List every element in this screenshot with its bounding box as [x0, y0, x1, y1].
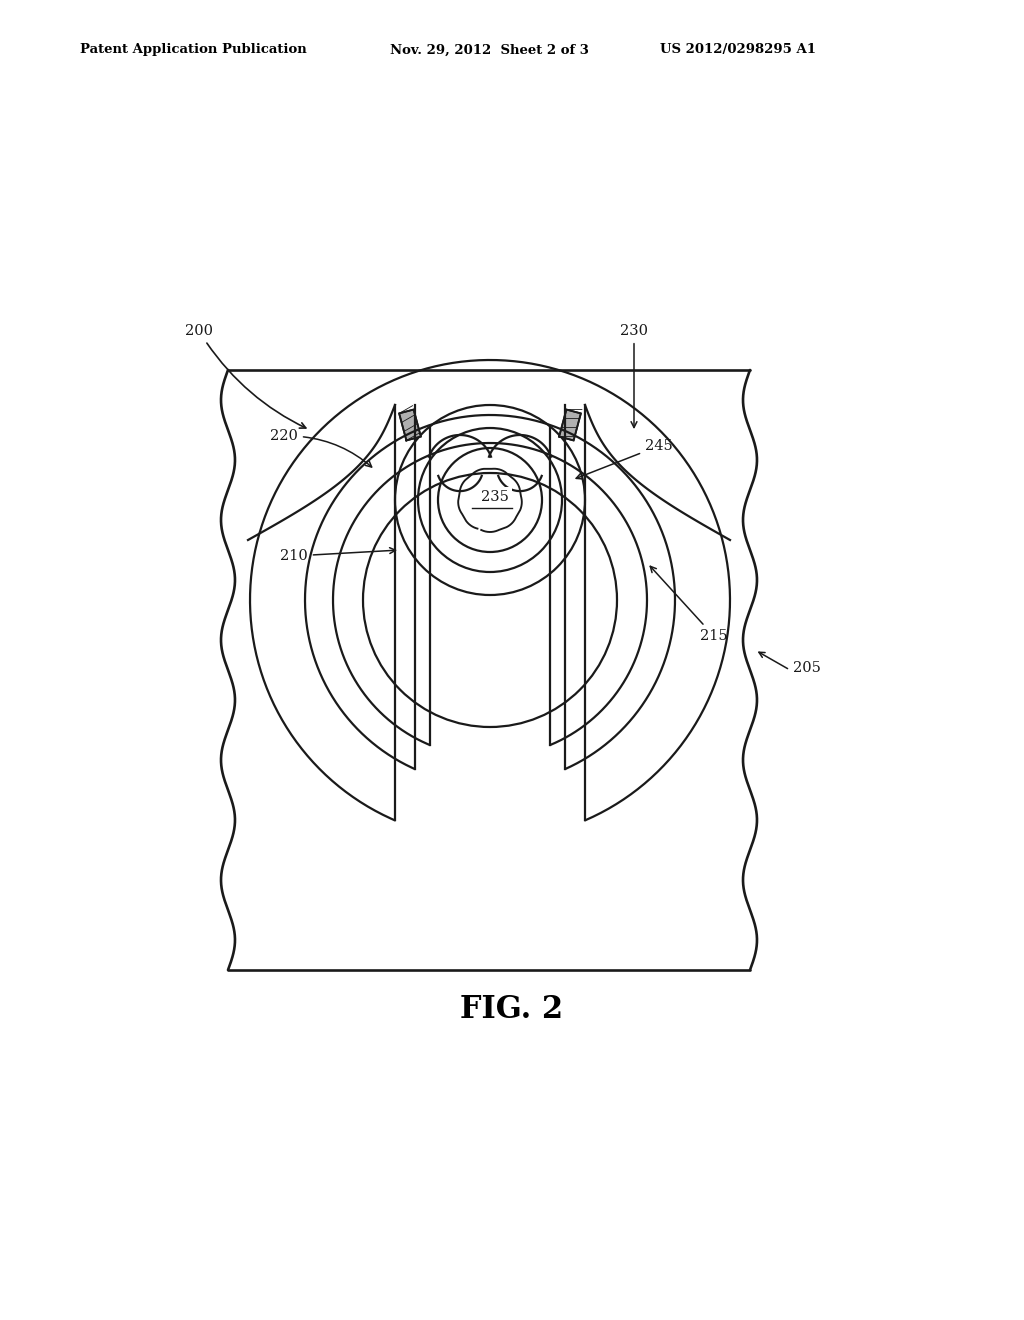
Text: FIG. 2: FIG. 2: [461, 994, 563, 1026]
Text: 245: 245: [577, 440, 673, 479]
Text: 230: 230: [620, 323, 648, 428]
Text: Nov. 29, 2012  Sheet 2 of 3: Nov. 29, 2012 Sheet 2 of 3: [390, 44, 589, 57]
Text: Patent Application Publication: Patent Application Publication: [80, 44, 307, 57]
Text: 235: 235: [481, 490, 509, 504]
Text: 215: 215: [650, 566, 728, 643]
Text: 210: 210: [280, 548, 395, 564]
Text: 205: 205: [793, 661, 821, 675]
Polygon shape: [399, 409, 421, 441]
Polygon shape: [559, 409, 581, 441]
Text: US 2012/0298295 A1: US 2012/0298295 A1: [660, 44, 816, 57]
Text: 200: 200: [185, 323, 306, 428]
Text: 220: 220: [270, 429, 372, 467]
